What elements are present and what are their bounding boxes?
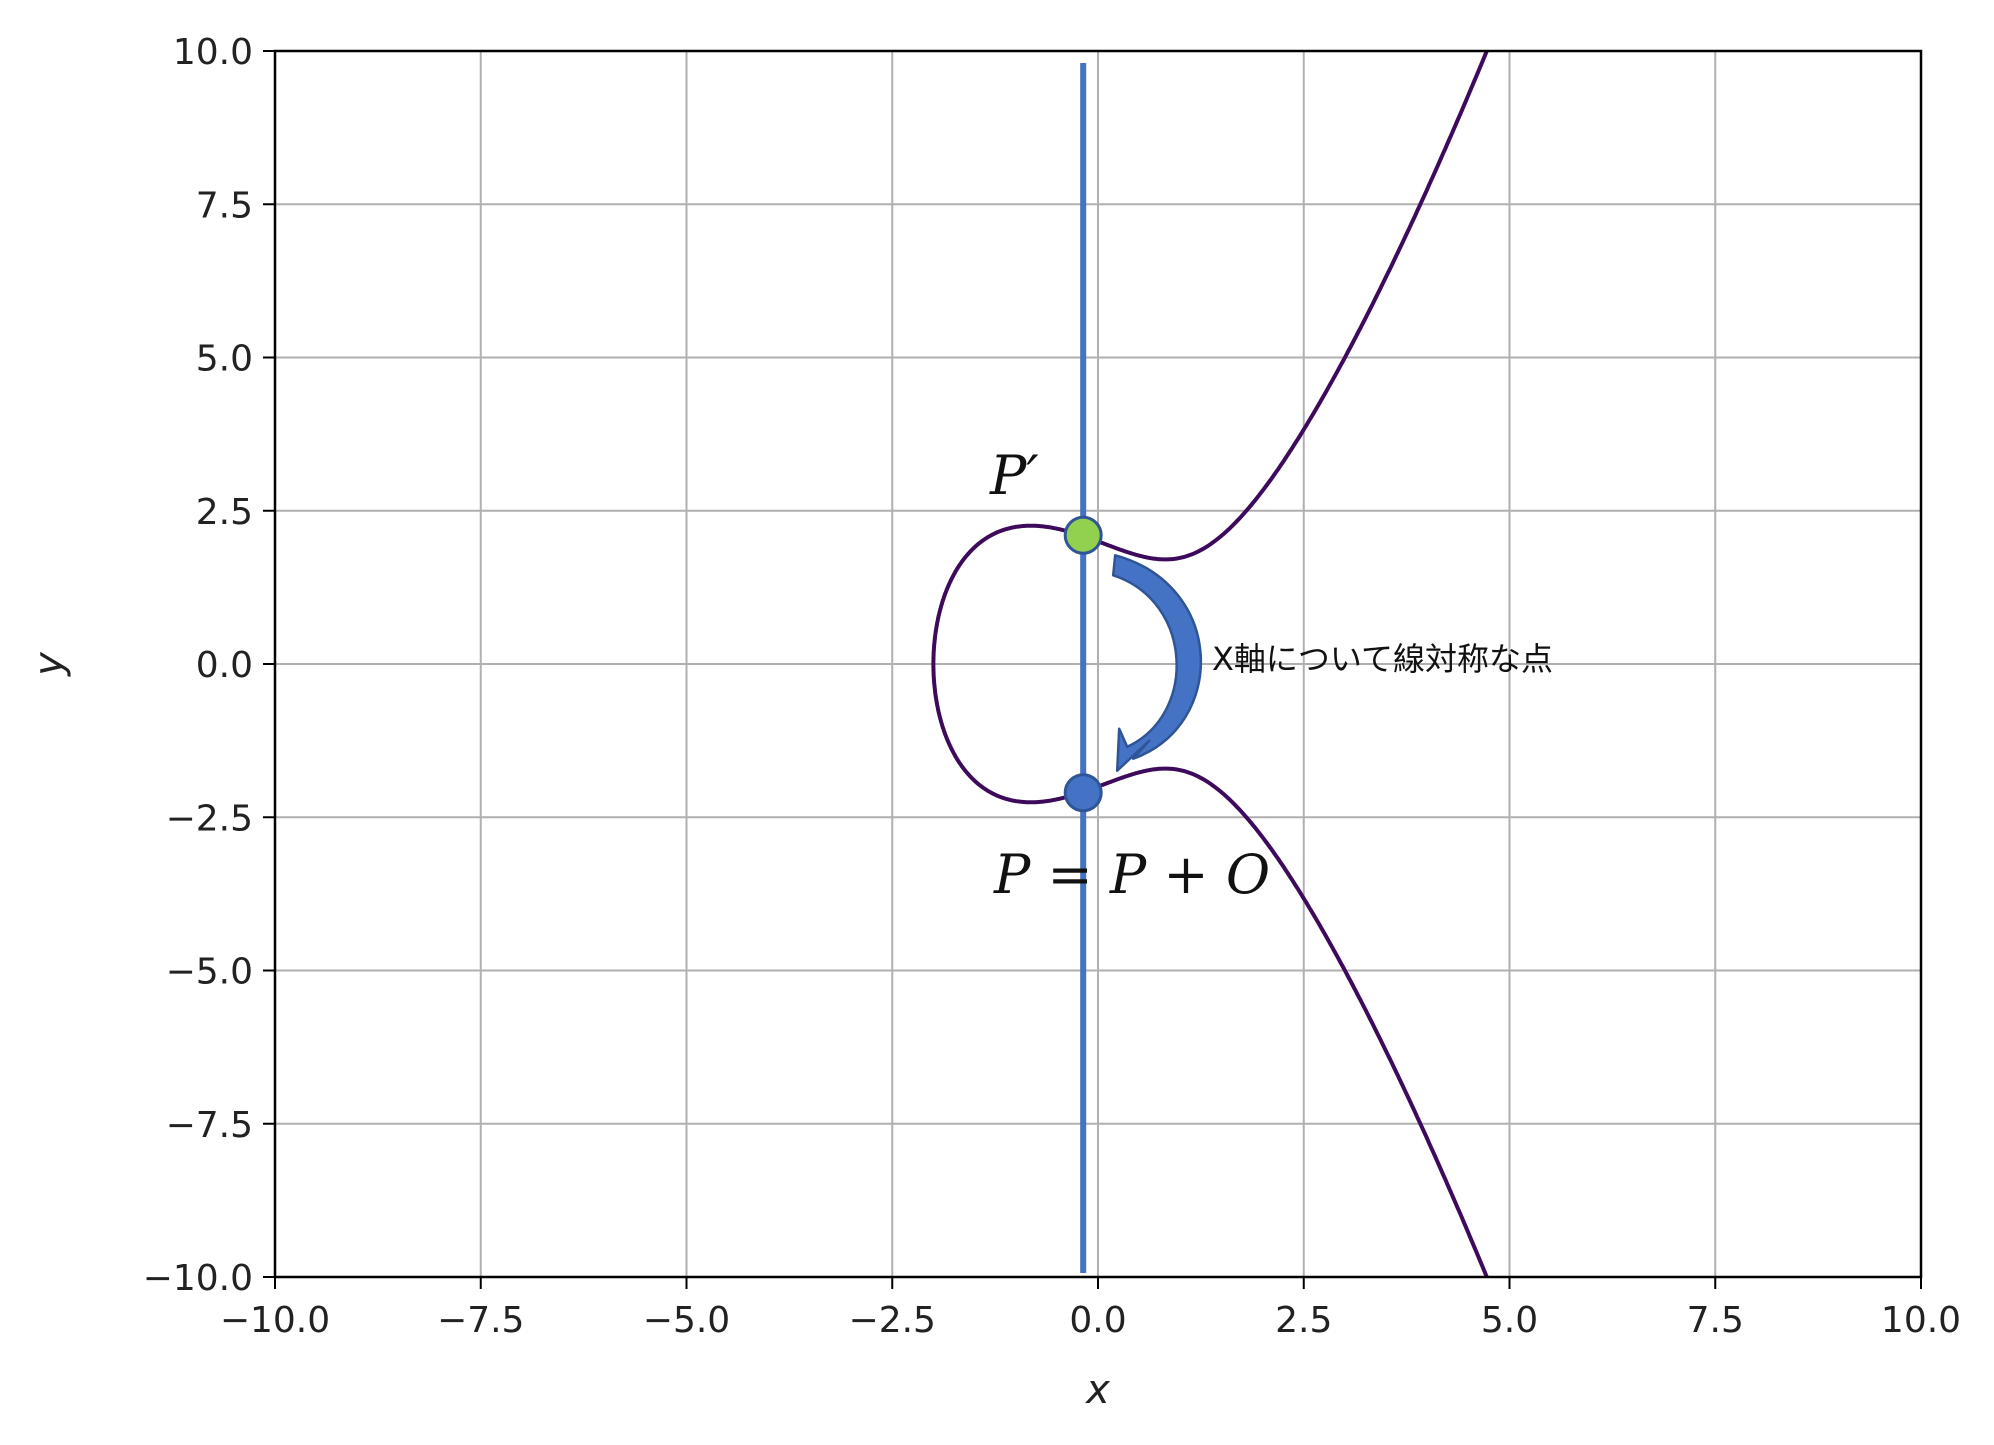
- x-tick-label: 0.0: [1069, 1300, 1126, 1341]
- x-tick-label: 10.0: [1881, 1300, 1961, 1341]
- y-tick-label: −5.0: [166, 952, 253, 993]
- y-tick-label: −2.5: [166, 798, 253, 839]
- y-tick-label: 10.0: [173, 32, 253, 73]
- curve-layer: [931, 51, 1489, 1277]
- elliptic-curve: [931, 51, 1489, 1277]
- point-p-prime-label: P′: [989, 444, 1039, 507]
- symmetry-note: X軸について線対称な点: [1212, 640, 1553, 678]
- y-tick-label: 0.0: [196, 645, 253, 686]
- point-p: [1063, 773, 1103, 813]
- y-tick-label: 2.5: [196, 492, 253, 533]
- y-tick-label: 7.5: [196, 185, 253, 226]
- x-tick-label: 5.0: [1481, 1300, 1538, 1341]
- annotation-layer: [1063, 515, 1203, 813]
- x-tick-label: −5.0: [643, 1300, 730, 1341]
- x-tick-label: −2.5: [849, 1300, 936, 1341]
- x-tick-label: −7.5: [437, 1300, 524, 1341]
- point-p-prime: [1063, 515, 1103, 555]
- reflection-arrow: [1111, 554, 1203, 772]
- x-tick-label: 2.5: [1275, 1300, 1332, 1341]
- y-tick-label: −7.5: [166, 1105, 253, 1146]
- y-tick-label: −10.0: [143, 1258, 253, 1299]
- axis-ticks: −10.0 −7.5 −5.0 −2.5 0.0 2.5 5.0 7.5 10.0 −10.0 −7…: [143, 32, 1961, 1341]
- y-tick-label: 5.0: [196, 339, 253, 380]
- grid: [274, 50, 1922, 1278]
- x-axis-label: x: [1084, 1367, 1110, 1413]
- x-tick-label: 7.5: [1687, 1300, 1744, 1341]
- plot-frame: [273, 49, 1923, 1279]
- y-axis-label: y: [26, 651, 72, 677]
- x-tick-label: −10.0: [220, 1300, 330, 1341]
- point-p-label: P = P + O: [993, 843, 1270, 906]
